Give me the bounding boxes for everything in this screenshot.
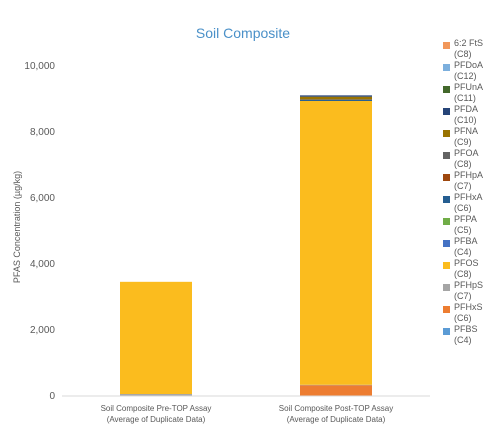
- y-tick-label: 0: [49, 391, 55, 402]
- bar-segment-0-3: [120, 281, 192, 395]
- legend-item: PFDoA (C12): [443, 60, 499, 82]
- legend-item: PFHpA (C7): [443, 170, 499, 192]
- legend-swatch: [443, 306, 450, 313]
- bar-segment-1-1: [300, 385, 372, 396]
- bars-group: [120, 95, 372, 397]
- legend-label: PFNA (C9): [454, 126, 479, 147]
- y-tick-label: 2,000: [30, 325, 55, 336]
- legend-label: PFHpS (C7): [454, 280, 484, 301]
- x-category-label: Soil Composite Post-TOP Assay: [279, 404, 393, 413]
- legend-swatch: [443, 284, 450, 291]
- legend-swatch: [443, 328, 450, 335]
- legend-label: PFBA (C4): [454, 236, 478, 257]
- legend-label: PFDoA (C12): [454, 60, 484, 81]
- legend-label: PFPA (C5): [454, 214, 477, 235]
- legend-swatch: [443, 42, 450, 49]
- legend-label: PFDA (C10): [454, 104, 479, 125]
- legend-swatch: [443, 108, 450, 115]
- legend-label: PFUnA (C11): [454, 82, 484, 103]
- bar-segment-1-6: [300, 99, 372, 101]
- legend-label: PFHxA (C6): [454, 192, 483, 213]
- legend-label: PFOS (C8): [454, 258, 479, 279]
- legend-item: PFDA (C10): [443, 104, 499, 126]
- legend-item: PFOS (C8): [443, 258, 499, 280]
- legend-item: 6:2 FtS (C8): [443, 38, 499, 60]
- bar-segment-1-8: [300, 99, 372, 100]
- legend-swatch: [443, 152, 450, 159]
- y-tick-label: 6,000: [30, 193, 55, 204]
- y-tick-label: 8,000: [30, 127, 55, 138]
- bar-segment-1-2: [300, 384, 372, 386]
- legend-item: PFOA (C8): [443, 148, 499, 170]
- legend-swatch: [443, 218, 450, 225]
- bar-segment-1-9: [300, 96, 372, 100]
- legend-item: PFPA (C5): [443, 214, 499, 236]
- legend-label: 6:2 FtS (C8): [454, 38, 484, 59]
- y-axis-ticks: 0 2,000 4,000 6,000 8,000 10,000: [24, 61, 55, 402]
- legend-swatch: [443, 130, 450, 137]
- bar-segment-0-2: [120, 394, 192, 396]
- legend-swatch: [443, 240, 450, 247]
- legend: 6:2 FtS (C8) PFDoA (C12) PFUnA (C11) PFDA (…: [443, 38, 499, 346]
- bar-segment-1-3: [300, 100, 372, 385]
- x-axis-labels: Soil Composite Pre-TOP Assay (Average of …: [101, 404, 394, 424]
- legend-swatch: [443, 86, 450, 93]
- y-axis-label: PFAS Concentration (µg/kg): [12, 171, 22, 283]
- legend-label: PFHpA (C7): [454, 170, 484, 191]
- legend-item: PFHpS (C7): [443, 280, 499, 302]
- y-tick-label: 4,000: [30, 259, 55, 270]
- x-category-label: (Average of Duplicate Data): [287, 415, 386, 424]
- legend-label: PFOA (C8): [454, 148, 479, 169]
- legend-swatch: [443, 174, 450, 181]
- legend-swatch: [443, 64, 450, 71]
- legend-item: PFBS (C4): [443, 324, 499, 346]
- legend-item: PFHxS (C6): [443, 302, 499, 324]
- legend-label: PFBS (C4): [454, 324, 478, 345]
- legend-swatch: [443, 196, 450, 203]
- legend-item: PFUnA (C11): [443, 82, 499, 104]
- legend-swatch: [443, 262, 450, 269]
- bar-segment-1-10: [300, 95, 372, 97]
- legend-item: PFBA (C4): [443, 236, 499, 258]
- legend-item: PFHxA (C6): [443, 192, 499, 214]
- x-category-label: (Average of Duplicate Data): [107, 415, 206, 424]
- y-tick-label: 10,000: [24, 61, 55, 72]
- chart-title: Soil Composite: [196, 25, 290, 41]
- x-category-label: Soil Composite Pre-TOP Assay: [101, 404, 212, 413]
- legend-item: PFNA (C9): [443, 126, 499, 148]
- legend-label: PFHxS (C6): [454, 302, 483, 323]
